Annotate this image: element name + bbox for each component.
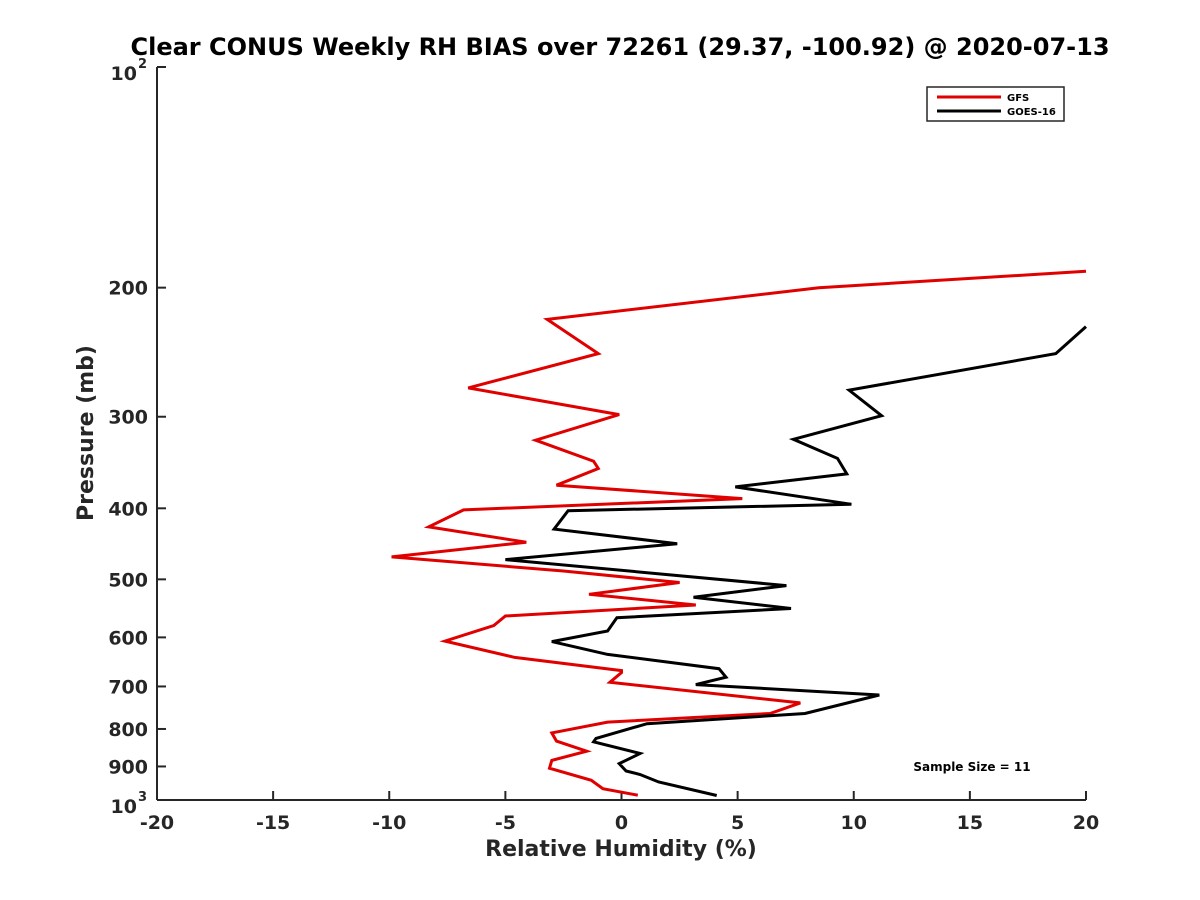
series-line-gfs [391, 269, 1087, 797]
x-tick-label: 5 [731, 812, 744, 834]
x-tick-label: 0 [615, 812, 628, 834]
y-tick-exponent: 2 [138, 57, 147, 72]
series-line-goes-16 [505, 325, 1087, 797]
y-tick-label: 400 [108, 498, 148, 520]
x-tick-label: 10 [841, 812, 867, 834]
legend-entry-label: GFS [1007, 93, 1029, 104]
sample-size-annotation: Sample Size = 11 [913, 760, 1030, 774]
legend: GFS GOES-16 [926, 86, 1065, 122]
y-tick-label: 800 [108, 719, 148, 741]
y-tick-exponent: 3 [138, 790, 147, 805]
x-tick-label: -20 [140, 812, 174, 834]
x-tick-label: -10 [372, 812, 406, 834]
y-tick-label: 500 [108, 569, 148, 591]
chart-title: Clear CONUS Weekly RH BIAS over 72261 (2… [130, 33, 1109, 61]
x-tick-label: -15 [256, 812, 290, 834]
x-tick-label: 20 [1073, 812, 1099, 834]
y-axis-label: Pressure (mb) [74, 345, 99, 521]
y-tick-label: 200 [108, 278, 148, 300]
series-lines [391, 269, 1087, 797]
x-tick-label: 15 [957, 812, 983, 834]
legend-box [926, 86, 1065, 122]
axes [156, 67, 1086, 801]
y-tick-label: 10 [111, 63, 137, 85]
y-tick-label: 300 [108, 407, 148, 429]
x-tick-label: -5 [495, 812, 516, 834]
y-tick-label: 900 [108, 756, 148, 778]
y-tick-label: 600 [108, 627, 148, 649]
y-tick-label: 10 [111, 796, 137, 818]
x-ticks: -20 -15 -10 -5 0 5 10 15 20 [140, 791, 1099, 834]
y-tick-label: 700 [108, 676, 148, 698]
legend-entry-label: GOES-16 [1007, 107, 1056, 118]
x-axis-label: Relative Humidity (%) [485, 837, 757, 862]
